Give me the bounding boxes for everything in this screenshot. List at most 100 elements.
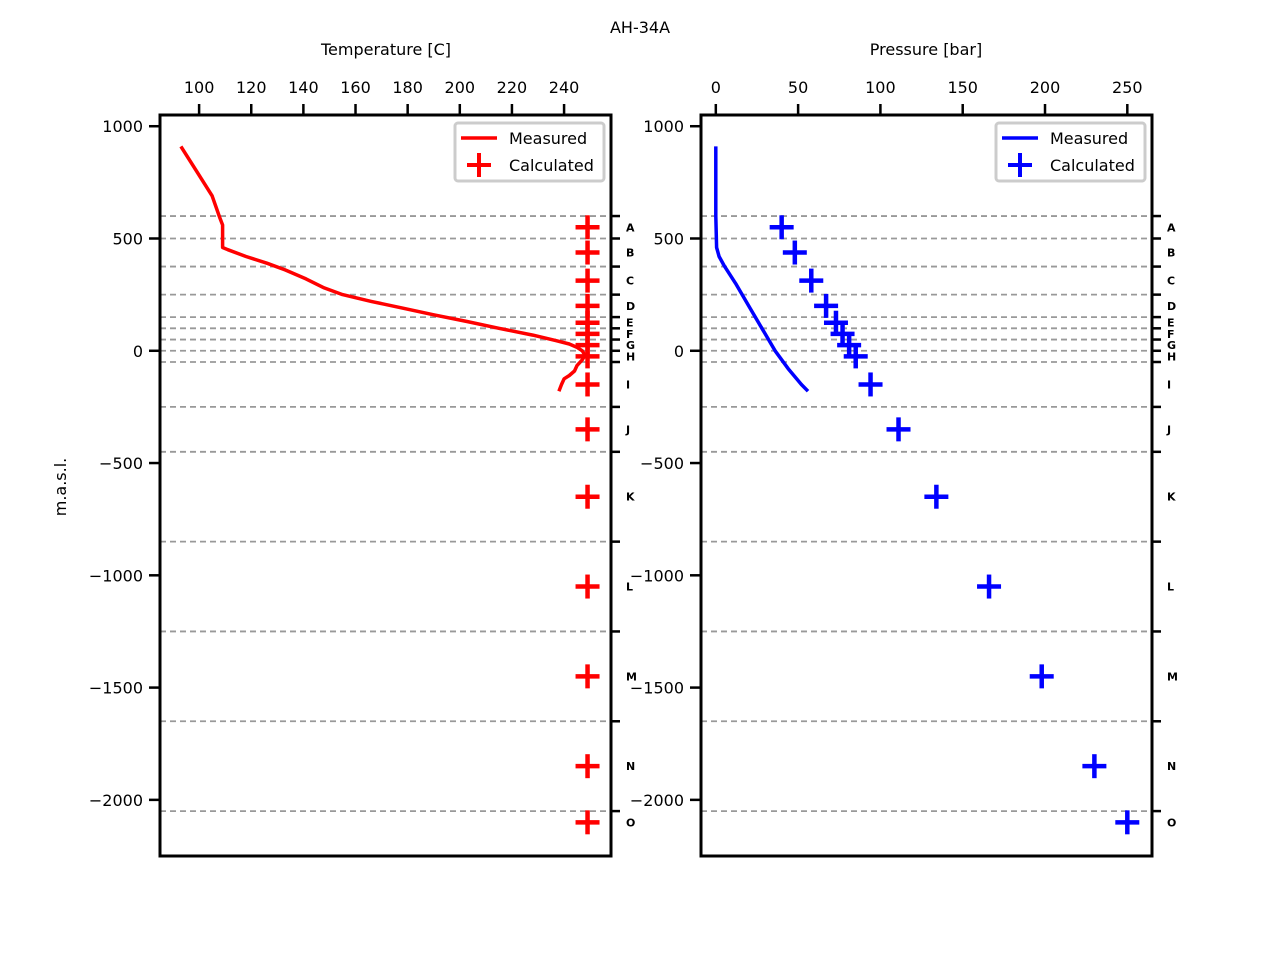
temperature-calculated-point bbox=[575, 268, 600, 293]
temperature-x-tick-label: 240 bbox=[549, 78, 580, 97]
temperature-layer-label: A bbox=[626, 221, 635, 234]
pressure-legend-plus-icon bbox=[1008, 153, 1032, 177]
pressure-axes-frame bbox=[699, 113, 1154, 858]
pressure-x-tick-label: 200 bbox=[1030, 78, 1061, 97]
pressure-calculated-point bbox=[1115, 810, 1140, 835]
temperature-legend-calculated: Calculated bbox=[509, 156, 594, 175]
temperature-calculated-point bbox=[575, 417, 600, 442]
pressure-x-tick-label: 150 bbox=[947, 78, 978, 97]
pressure-calculated-point bbox=[1029, 664, 1054, 689]
temperature-y-tick-label: −1000 bbox=[89, 566, 143, 585]
temperature-calculated-point bbox=[575, 240, 600, 265]
temperature-calculated-point bbox=[575, 215, 600, 240]
temperature-layer-label: E bbox=[626, 317, 634, 330]
temperature-calculated-point bbox=[575, 574, 600, 599]
temperature-layer-label: O bbox=[626, 816, 635, 829]
pressure-layer-label: G bbox=[1167, 339, 1176, 352]
pressure-layer-label: E bbox=[1167, 317, 1175, 330]
temperature-y-tick-label: −2000 bbox=[89, 791, 143, 810]
temperature-x-tick-label: 220 bbox=[497, 78, 528, 97]
temperature-axis-label: Temperature [C] bbox=[320, 40, 451, 59]
pressure-y-tick-label: 1000 bbox=[643, 117, 684, 136]
pressure-calculated-point bbox=[858, 372, 883, 397]
temperature-layer-label: L bbox=[626, 581, 633, 594]
temperature-calculated-point bbox=[575, 810, 600, 835]
pressure-x-tick-label: 100 bbox=[865, 78, 896, 97]
temperature-y-tick-label: −500 bbox=[99, 454, 143, 473]
temperature-calculated-point bbox=[575, 754, 600, 779]
temperature-layer-label: D bbox=[626, 300, 635, 313]
y-axis-label: m.a.s.l. bbox=[51, 458, 70, 517]
temperature-layer-label: H bbox=[626, 350, 635, 363]
pressure-calculated-point bbox=[1082, 754, 1107, 779]
pressure-layer-label: F bbox=[1167, 328, 1175, 341]
pressure-calculated-point bbox=[924, 484, 949, 509]
pressure-layer-label: K bbox=[1167, 491, 1176, 504]
temperature-x-tick-label: 140 bbox=[288, 78, 319, 97]
temperature-x-tick-label: 100 bbox=[184, 78, 215, 97]
pressure-layer-label: D bbox=[1167, 300, 1176, 313]
pressure-layer-label: J bbox=[1166, 423, 1171, 436]
temperature-x-tick-label: 180 bbox=[392, 78, 423, 97]
temperature-layer-label: C bbox=[626, 275, 634, 288]
pressure-layer-label: A bbox=[1167, 221, 1176, 234]
temperature-calculated-point bbox=[575, 484, 600, 509]
pressure-y-tick-label: −2000 bbox=[630, 791, 684, 810]
temperature-calculated-point bbox=[575, 664, 600, 689]
temperature-layer-label: B bbox=[626, 247, 634, 260]
pressure-y-tick-label: 500 bbox=[653, 230, 684, 249]
pressure-calculated-point bbox=[843, 344, 868, 369]
temperature-layer-label: K bbox=[626, 491, 635, 504]
figure-title: AH-34A bbox=[610, 18, 670, 37]
pressure-legend: Measured Calculated bbox=[994, 121, 1147, 183]
pressure-layer-label: M bbox=[1167, 670, 1178, 683]
temperature-layer-label: J bbox=[625, 423, 630, 436]
temperature-x-tick-label: 120 bbox=[236, 78, 267, 97]
pressure-y-tick-label: −1000 bbox=[630, 566, 684, 585]
temperature-x-tick-label: 160 bbox=[340, 78, 371, 97]
pressure-x-tick-label: 50 bbox=[788, 78, 808, 97]
temperature-layer-label: M bbox=[626, 670, 637, 683]
temperature-layer-label: N bbox=[626, 760, 635, 773]
pressure-legend-calculated: Calculated bbox=[1050, 156, 1135, 175]
temperature-y-tick-label: 500 bbox=[112, 230, 143, 249]
temperature-measured-line bbox=[179, 145, 587, 392]
pressure-calculated-point bbox=[977, 574, 1002, 599]
pressure-calculated-point bbox=[799, 268, 824, 293]
pressure-axis-label: Pressure [bar] bbox=[870, 40, 982, 59]
pressure-calculated-point bbox=[782, 240, 807, 265]
temperature-layer-label: I bbox=[626, 378, 630, 391]
pressure-layer-label: N bbox=[1167, 760, 1176, 773]
temperature-y-tick-label: 0 bbox=[133, 342, 143, 361]
temperature-legend-measured: Measured bbox=[509, 129, 587, 148]
pressure-x-tick-label: 250 bbox=[1112, 78, 1143, 97]
temperature-legend-plus-icon bbox=[467, 153, 491, 177]
temperature-layer-label: G bbox=[626, 339, 635, 352]
temperature-calculated-point bbox=[575, 372, 600, 397]
pressure-y-tick-label: −500 bbox=[640, 454, 684, 473]
pressure-y-tick-label: −1500 bbox=[630, 679, 684, 698]
temperature-layer-label: F bbox=[626, 328, 634, 341]
pressure-layer-label: L bbox=[1167, 581, 1174, 594]
pressure-layer-label: O bbox=[1167, 816, 1176, 829]
pressure-layer-label: C bbox=[1167, 275, 1175, 288]
pressure-legend-measured: Measured bbox=[1050, 129, 1128, 148]
pressure-x-tick-label: 0 bbox=[711, 78, 721, 97]
temperature-legend: Measured Calculated bbox=[453, 121, 606, 183]
pressure-calculated-point bbox=[886, 417, 911, 442]
pressure-calculated-point bbox=[814, 293, 839, 318]
pressure-layer-label: I bbox=[1167, 378, 1171, 391]
pressure-calculated-point bbox=[769, 215, 794, 240]
pressure-layer-label: B bbox=[1167, 247, 1175, 260]
temperature-axes-frame bbox=[158, 113, 613, 858]
temperature-x-tick-label: 200 bbox=[445, 78, 476, 97]
pressure-layer-label: H bbox=[1167, 350, 1176, 363]
temperature-calculated-point bbox=[575, 344, 600, 369]
pressure-measured-line bbox=[714, 146, 810, 393]
pressure-y-tick-label: 0 bbox=[674, 342, 684, 361]
